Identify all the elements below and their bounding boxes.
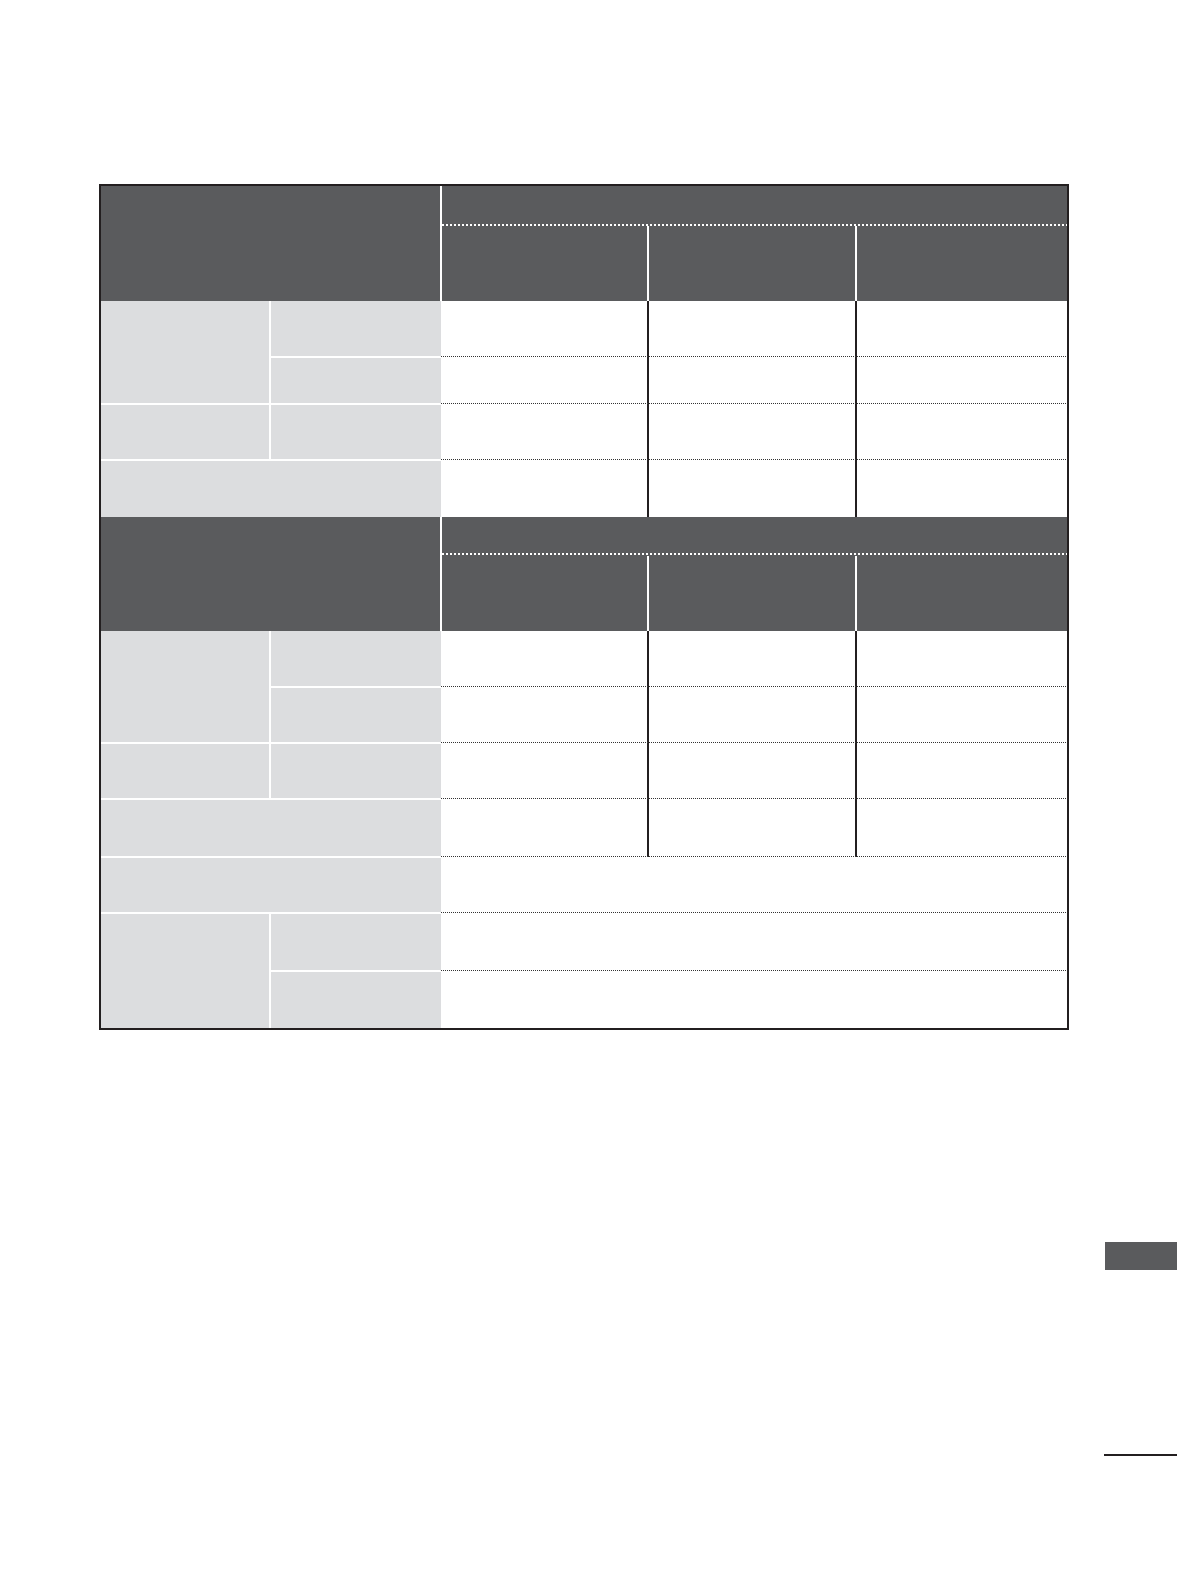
divider bbox=[100, 912, 441, 914]
section-tab bbox=[1105, 1242, 1177, 1270]
divider bbox=[271, 686, 441, 688]
section-1-header bbox=[100, 185, 1068, 301]
divider bbox=[271, 970, 441, 972]
row-divider bbox=[441, 403, 1068, 404]
divider bbox=[647, 226, 649, 301]
divider bbox=[100, 798, 441, 800]
divider bbox=[269, 301, 271, 460]
divider bbox=[100, 403, 441, 405]
divider bbox=[647, 301, 649, 517]
divider bbox=[855, 226, 857, 301]
divider bbox=[269, 913, 271, 1029]
divider bbox=[100, 856, 441, 858]
divider bbox=[440, 185, 442, 301]
row-divider bbox=[441, 970, 1068, 971]
divider bbox=[271, 356, 441, 358]
row-divider bbox=[441, 798, 1068, 799]
divider bbox=[855, 631, 857, 857]
section-2-header bbox=[100, 517, 1068, 631]
row-divider bbox=[441, 912, 1068, 913]
row-divider bbox=[441, 459, 1068, 460]
divider bbox=[440, 517, 442, 631]
row-divider bbox=[441, 742, 1068, 743]
divider bbox=[855, 556, 857, 631]
divider bbox=[269, 631, 271, 799]
divider bbox=[442, 553, 1068, 555]
footer-rule bbox=[1104, 1454, 1177, 1456]
row-divider bbox=[441, 856, 1068, 857]
divider bbox=[442, 224, 1068, 226]
divider bbox=[100, 742, 441, 744]
divider bbox=[647, 631, 649, 857]
divider bbox=[647, 556, 649, 631]
divider bbox=[100, 459, 441, 461]
row-divider bbox=[441, 356, 1068, 357]
divider bbox=[855, 301, 857, 517]
row-divider bbox=[441, 686, 1068, 687]
